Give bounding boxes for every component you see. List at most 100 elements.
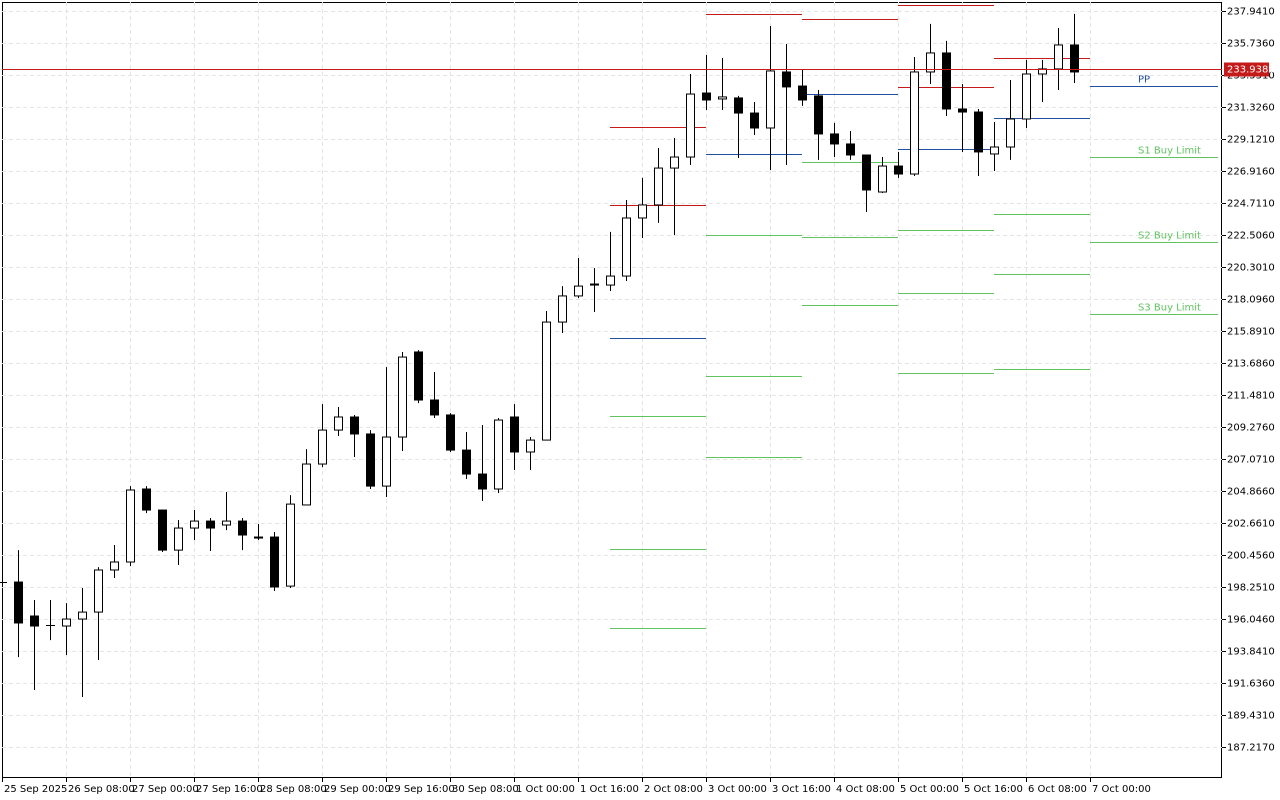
candle-body	[670, 156, 679, 169]
y-tick-label: 224.7110	[1227, 199, 1275, 210]
y-tick-label: 231.3260	[1227, 103, 1275, 114]
candle-body	[526, 439, 535, 453]
candle-body	[606, 275, 615, 286]
x-tick-label: 6 Oct 08:00	[1028, 784, 1087, 795]
candle-body	[446, 414, 455, 451]
candle-body	[718, 96, 727, 100]
x-tick-label: 5 Oct 00:00	[900, 784, 959, 795]
candle-body	[798, 85, 807, 101]
candle-body	[1054, 44, 1063, 70]
candle-body	[574, 285, 583, 297]
x-tick-label: 3 Oct 16:00	[772, 784, 831, 795]
candle-body	[254, 536, 263, 539]
candle-body	[686, 93, 695, 158]
candle-body	[910, 71, 919, 175]
y-tick-label: 235.7360	[1227, 39, 1275, 50]
candle-body	[1006, 118, 1015, 148]
candle-body	[382, 436, 391, 487]
candle-body	[494, 419, 503, 490]
candle-body	[734, 97, 743, 114]
x-tick-label: 5 Oct 16:00	[964, 784, 1023, 795]
candle-body	[894, 165, 903, 175]
candle-body	[1022, 73, 1031, 120]
candle-body	[958, 108, 967, 113]
x-tick-label: 25 Sep 2025	[4, 784, 67, 795]
candle-body	[78, 611, 87, 620]
candle-body	[222, 520, 231, 526]
candle-body	[462, 449, 471, 475]
y-tick-label: 237.9410	[1227, 7, 1275, 18]
y-tick-label: 189.4310	[1227, 711, 1275, 722]
candle-body	[782, 71, 791, 88]
candle-body	[830, 133, 839, 145]
level-label: S3 Buy Limit	[1138, 303, 1201, 314]
y-tick-label: 209.2760	[1227, 423, 1275, 434]
candle-body	[974, 111, 983, 153]
candle-body	[766, 70, 775, 129]
level-label: S2 Buy Limit	[1138, 231, 1201, 242]
candle-body	[862, 154, 871, 191]
x-tick-label: 27 Sep 00:00	[132, 784, 199, 795]
x-tick-label: 3 Oct 00:00	[708, 784, 767, 795]
candle-body	[30, 615, 39, 627]
x-tick-label: 2 Oct 08:00	[644, 784, 703, 795]
x-tick-label: 29 Sep 16:00	[388, 784, 455, 795]
level-label: PP	[1138, 75, 1150, 86]
candle-body	[126, 489, 135, 563]
candle-body	[510, 416, 519, 453]
candle-body	[1070, 44, 1079, 73]
candle-body	[430, 399, 439, 416]
candle-body	[286, 503, 295, 587]
x-tick-label: 26 Sep 08:00	[68, 784, 135, 795]
y-tick-label: 213.6860	[1227, 359, 1275, 370]
y-tick-label: 202.6610	[1227, 519, 1275, 530]
candle-body	[750, 112, 759, 129]
y-tick-label: 226.9160	[1227, 167, 1275, 178]
candle-body	[142, 488, 151, 511]
candle-body	[702, 92, 711, 101]
y-tick-label: 229.1210	[1227, 135, 1275, 146]
current-price-label: 233.9380	[1227, 65, 1275, 76]
x-tick-label: 28 Sep 08:00	[260, 784, 327, 795]
candle-body	[270, 536, 279, 588]
y-tick-label: 191.6360	[1227, 679, 1275, 690]
candle-body	[622, 217, 631, 277]
candle-body	[558, 295, 567, 323]
candle-body	[878, 165, 887, 193]
candle-body	[174, 527, 183, 551]
candle-body	[158, 509, 167, 551]
candle-body	[334, 416, 343, 431]
x-tick-label: 27 Sep 16:00	[196, 784, 263, 795]
x-tick-label: 1 Oct 16:00	[580, 784, 639, 795]
candle-body	[638, 204, 647, 219]
y-tick-label: 211.4810	[1227, 391, 1275, 402]
candle-body	[414, 351, 423, 401]
candle-body	[94, 569, 103, 613]
current-price-tag	[1224, 62, 1269, 77]
level-label: S1 Buy Limit	[1138, 146, 1201, 157]
candle-body	[206, 520, 215, 529]
candle-body	[590, 283, 599, 286]
candle-body	[62, 618, 71, 627]
x-tick-label: 30 Sep 08:00	[452, 784, 519, 795]
y-tick-label: 207.0710	[1227, 455, 1275, 466]
candle-body	[1038, 68, 1047, 75]
candle-body	[350, 416, 359, 435]
candle-body	[110, 561, 119, 571]
candle-body	[478, 473, 487, 490]
x-tick-label: 29 Sep 00:00	[324, 784, 391, 795]
candle-body	[318, 429, 327, 465]
candle-body	[302, 463, 311, 506]
candle-body	[14, 581, 23, 624]
y-tick-label: 187.2170	[1227, 743, 1275, 754]
y-tick-label: 222.5060	[1227, 231, 1275, 242]
x-tick-label: 4 Oct 08:00	[836, 784, 895, 795]
plot-frame	[2, 2, 1222, 778]
y-tick-label: 204.8660	[1227, 487, 1275, 498]
candle-body	[542, 321, 551, 441]
candle-body	[990, 146, 999, 155]
candle-body	[398, 356, 407, 438]
candle-body	[814, 95, 823, 135]
candle-body	[238, 520, 247, 536]
candle-body	[190, 520, 199, 529]
